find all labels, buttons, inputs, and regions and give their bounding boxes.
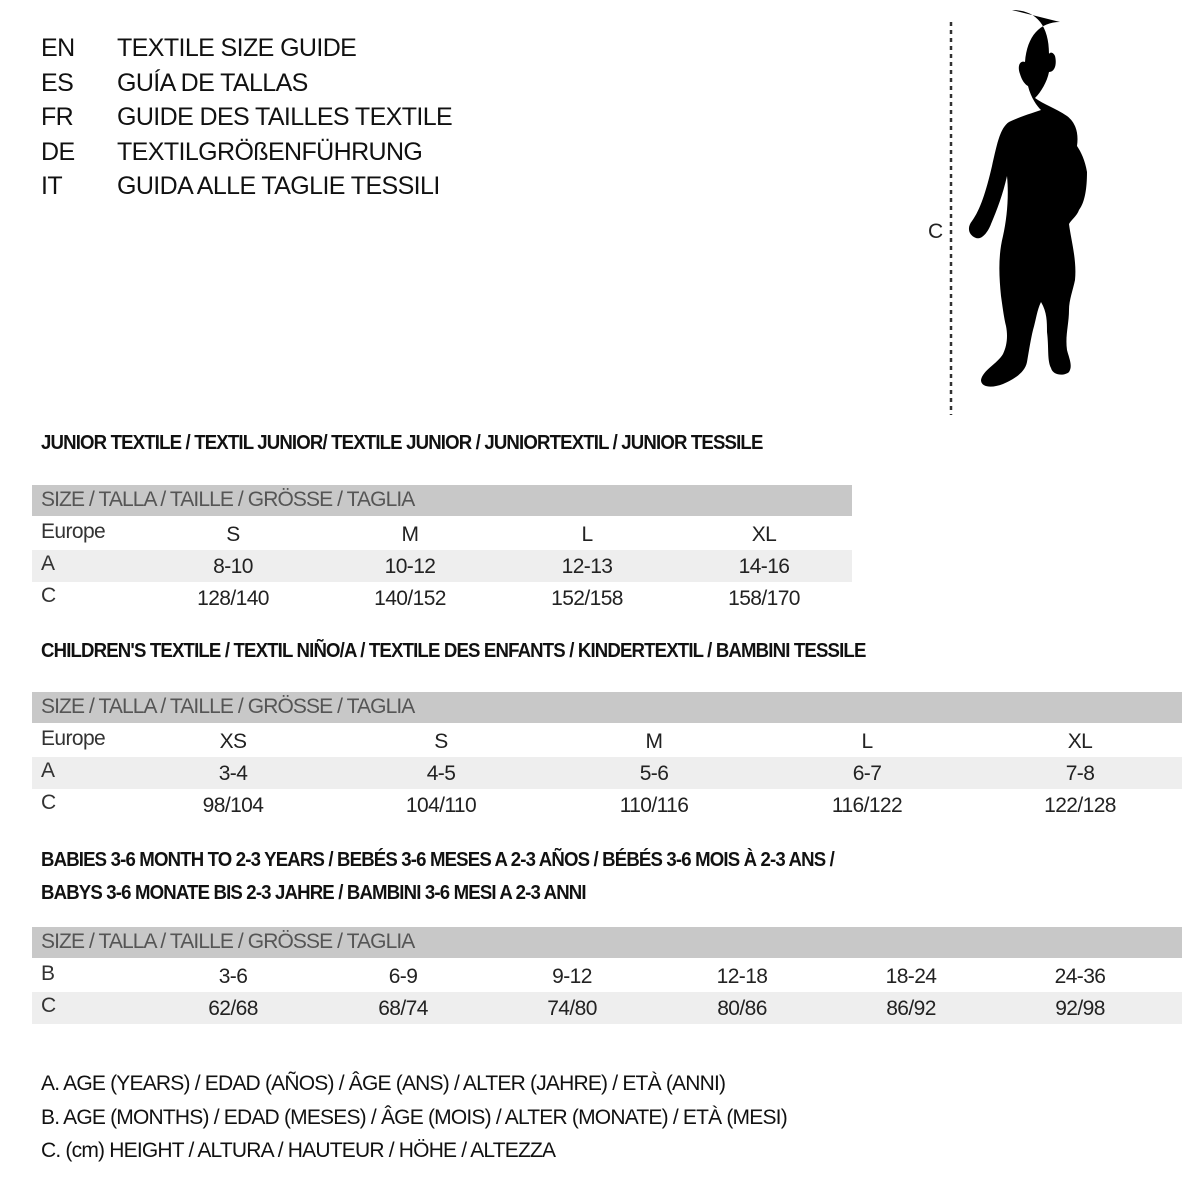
table-cell: 24-36 [1054, 965, 1106, 988]
language-title: TEXTILE SIZE GUIDE [117, 34, 357, 62]
row-label: C [41, 994, 56, 1017]
table-cell: 14-16 [738, 555, 790, 578]
table-cell: M [645, 730, 664, 753]
table-row: C 128/140 140/152 152/158 158/170 [32, 582, 852, 614]
table-cell: XL [1067, 730, 1093, 753]
row-label: B [41, 962, 55, 985]
table-cell: 68/74 [378, 997, 428, 1020]
legend-item: A. AGE (YEARS) / EDAD (AÑOS) / ÂGE (ANS)… [41, 1072, 726, 1095]
section-title-line-2: BABYS 3-6 MONATE BIS 2-3 JAHRE / BAMBINI… [41, 882, 587, 904]
language-row-es: ES GUÍA DE TALLAS [0, 69, 600, 101]
table-cell: 110/116 [619, 794, 689, 817]
table-cell: 9-12 [552, 965, 592, 988]
table-cell: 74/80 [547, 997, 597, 1020]
table-cell: 10-12 [384, 555, 436, 578]
table-header-bar: SIZE / TALLA / TAILLE / GRÖSSE / TAGLIA [32, 692, 1182, 723]
section-title: BABIES 3-6 MONTH TO 2-3 YEARS / BEBÉS 3-… [41, 849, 835, 871]
language-title: GUIDE DES TAILLES TEXTILE [117, 103, 453, 131]
table-cell: 152/158 [551, 587, 623, 610]
row-label: A [41, 759, 55, 782]
table-row: C 98/104 104/110 110/116 116/122 122/128 [32, 789, 1182, 821]
table-cell: 128/140 [197, 587, 269, 610]
table-cell: 80/86 [717, 997, 767, 1020]
table-cell: 7-8 [1065, 762, 1095, 785]
legend-item: B. AGE (MONTHS) / EDAD (MESES) / ÂGE (MO… [41, 1105, 788, 1129]
height-figure: C [900, 10, 1160, 430]
table-cell: 8-10 [213, 555, 253, 578]
language-code: DE [41, 137, 75, 166]
row-label: C [41, 791, 56, 814]
section-title: CHILDREN'S TEXTILE / TEXTIL NIÑO/A / TEX… [41, 640, 866, 662]
table-cell: 3-6 [218, 965, 248, 988]
table-cell: 122/128 [1044, 794, 1116, 817]
table-cell: 18-24 [885, 965, 937, 988]
language-code: IT [41, 172, 63, 200]
table-row: C 62/68 68/74 74/80 80/86 86/92 92/98 [32, 992, 1182, 1024]
table-header-label: SIZE / TALLA / TAILLE / GRÖSSE / TAGLIA [41, 488, 415, 511]
language-row-fr: FR GUIDE DES TAILLES TEXTILE [0, 103, 600, 135]
table-cell: 5-6 [639, 762, 669, 785]
table-row: A 3-4 4-5 5-6 6-7 7-8 [32, 757, 1182, 789]
table-row: Europe XS S M L XL [32, 725, 1182, 757]
section-title: JUNIOR TEXTILE / TEXTIL JUNIOR/ TEXTILE … [41, 432, 763, 454]
language-code: EN [41, 34, 75, 62]
table-cell: L [861, 730, 873, 753]
table-cell: XL [751, 523, 777, 546]
table-cell: 104/110 [405, 794, 477, 817]
table-header-label: SIZE / TALLA / TAILLE / GRÖSSE / TAGLIA [41, 695, 415, 718]
table-cell: XS [219, 730, 247, 753]
row-label: A [41, 552, 55, 575]
table-header-bar: SIZE / TALLA / TAILLE / GRÖSSE / TAGLIA [32, 927, 1182, 958]
table-cell: 86/92 [886, 997, 936, 1020]
language-code: ES [41, 68, 74, 97]
language-title: GUIDA ALLE TAGLIE TESSILI [117, 172, 440, 200]
table-cell: 140/152 [374, 587, 446, 610]
table-header-bar: SIZE / TALLA / TAILLE / GRÖSSE / TAGLIA [32, 485, 852, 516]
height-label: C [928, 220, 943, 243]
table-cell: 116/122 [831, 794, 903, 817]
table-cell: 62/68 [208, 997, 258, 1020]
row-label: C [41, 584, 56, 607]
table-cell: 6-7 [852, 762, 882, 785]
legend-item: C. (cm) HEIGHT / ALTURA / HAUTEUR / HÖHE… [41, 1139, 556, 1162]
table-header-label: SIZE / TALLA / TAILLE / GRÖSSE / TAGLIA [41, 930, 415, 953]
table-row: Europe S M L XL [32, 518, 852, 550]
language-row-it: IT GUIDA ALLE TAGLIE TESSILI [0, 172, 600, 204]
table-cell: 12-13 [561, 555, 613, 578]
table-cell: 3-4 [218, 762, 248, 785]
language-row-de: DE TEXTILGRÖßENFÜHRUNG [0, 138, 600, 170]
table-cell: 12-18 [716, 965, 768, 988]
row-label: Europe [41, 520, 106, 543]
table-cell: S [434, 730, 448, 753]
row-label: Europe [41, 727, 106, 750]
table-cell: M [401, 523, 420, 546]
table-cell: S [226, 523, 240, 546]
table-cell: 158/170 [728, 587, 800, 610]
table-cell: 6-9 [388, 965, 418, 988]
table-cell: 92/98 [1055, 997, 1105, 1020]
language-code: FR [41, 103, 74, 131]
table-cell: L [581, 523, 593, 546]
language-title: TEXTILGRÖßENFÜHRUNG [117, 137, 423, 166]
table-cell: 4-5 [426, 762, 456, 785]
child-silhouette-icon: C [928, 10, 1087, 415]
language-title: GUÍA DE TALLAS [117, 68, 308, 97]
language-row-en: EN TEXTILE SIZE GUIDE [0, 34, 600, 66]
table-row: B 3-6 6-9 9-12 12-18 18-24 24-36 [32, 960, 1182, 992]
table-row: A 8-10 10-12 12-13 14-16 [32, 550, 852, 582]
table-cell: 98/104 [202, 794, 264, 817]
